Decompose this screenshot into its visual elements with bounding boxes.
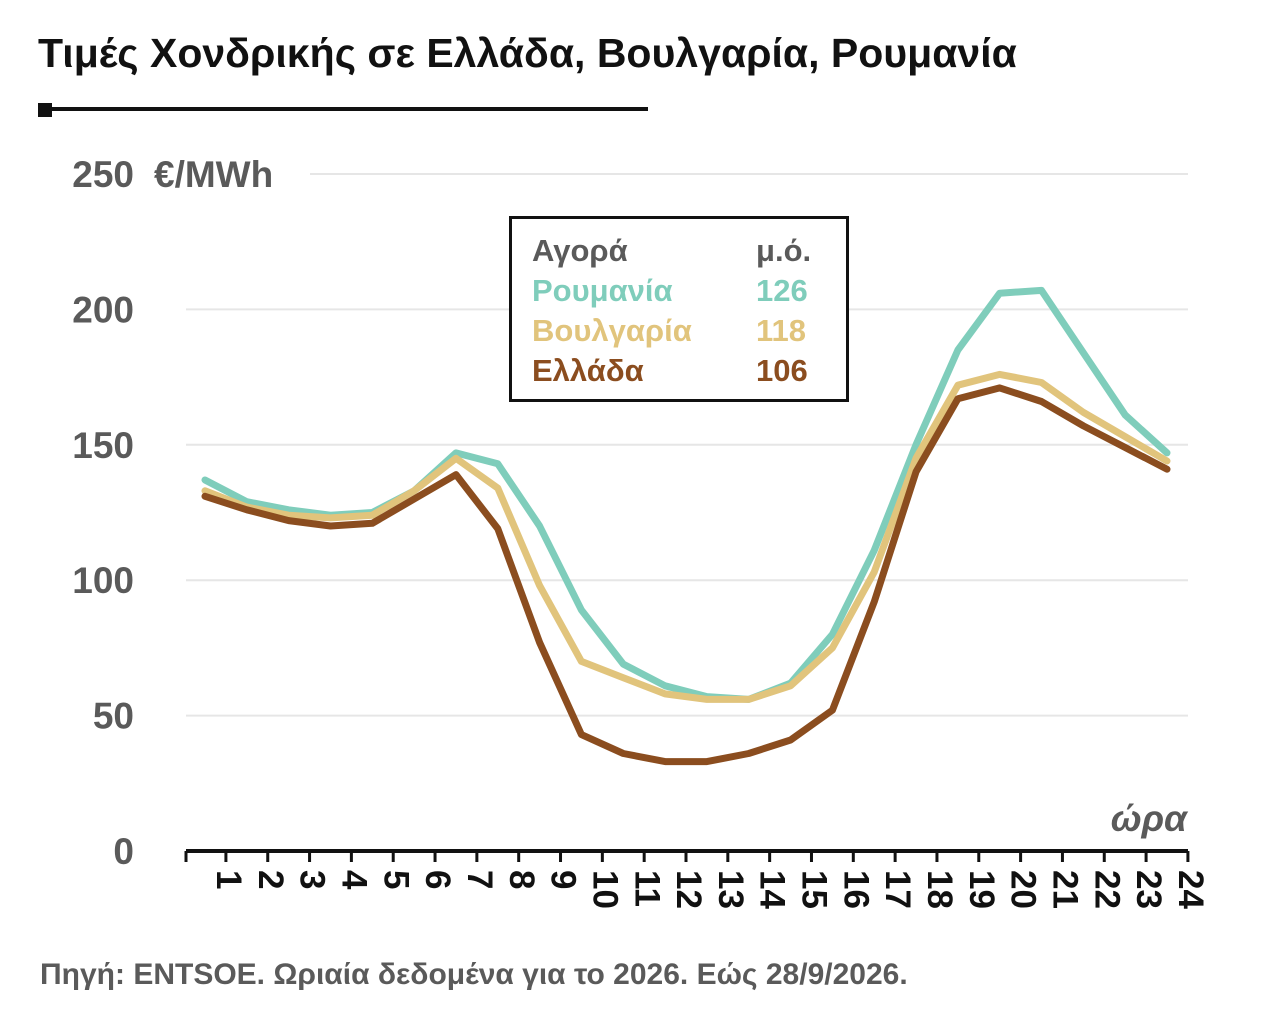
- legend-item-value: 106: [756, 353, 808, 388]
- x-tick-label: 15: [795, 870, 834, 909]
- x-tick-label: 13: [711, 870, 750, 909]
- x-tick-label: 5: [376, 870, 415, 889]
- x-tick-label: 6: [418, 870, 457, 889]
- legend-item-name: Ρουμανία: [532, 273, 673, 308]
- x-tick-label: 2: [251, 870, 290, 889]
- legend-item-bulgaria: Βουλγαρία 118: [532, 313, 832, 353]
- title-underline-cap: [38, 103, 52, 117]
- x-tick-label: 20: [1004, 870, 1043, 909]
- title-underline: [38, 107, 648, 111]
- x-tick-label: 17: [878, 870, 917, 909]
- x-tick-label: 22: [1087, 870, 1126, 909]
- x-tick-label: 14: [753, 870, 792, 909]
- x-tick-label: 1: [209, 870, 248, 889]
- legend-item-value: 126: [756, 273, 808, 308]
- chart-title: Τιμές Χονδρικής σε Ελλάδα, Βουλγαρία, Ρο…: [38, 30, 1017, 76]
- y-tick-labels: 0 50 100 150 200 250: [72, 154, 134, 872]
- series-line: [201, 384, 1171, 766]
- source-note: Πηγή: ENTSOE. Ωριαία δεδομένα για το 202…: [40, 958, 908, 991]
- x-tick-label: 9: [544, 870, 583, 889]
- series-line: [201, 370, 1171, 703]
- y-tick-label: 250: [72, 154, 134, 195]
- x-tick-label: 4: [334, 870, 373, 890]
- legend-item-romania: Ρουμανία 126: [532, 273, 832, 313]
- series-lines: [201, 286, 1171, 766]
- x-tick-label: 23: [1129, 870, 1168, 909]
- y-tick-label: 0: [113, 831, 134, 872]
- x-tick-label: 21: [1046, 870, 1085, 909]
- x-tick-label: 12: [669, 870, 708, 909]
- legend-item-name: Βουλγαρία: [532, 313, 692, 348]
- x-tick-label: 16: [836, 870, 875, 909]
- y-tick-label: 100: [72, 560, 134, 601]
- y-tick-label: 50: [93, 696, 134, 737]
- legend: Αγορά μ.ό. Ρουμανία 126 Βουλγαρία 118 Ελ…: [509, 216, 849, 402]
- x-tick-label: 8: [502, 870, 541, 889]
- x-tick-label: 11: [627, 870, 666, 907]
- legend-item-greece: Ελλάδα 106: [532, 353, 832, 393]
- x-tick-label: 3: [293, 870, 332, 889]
- x-tick-label: 7: [460, 870, 499, 889]
- y-tick-label: 200: [72, 289, 134, 330]
- legend-header-value: μ.ό.: [756, 233, 812, 268]
- legend-header-name: Αγορά: [532, 233, 628, 268]
- legend-header: Αγορά μ.ό.: [532, 233, 832, 273]
- x-tick-label: 18: [920, 870, 959, 909]
- x-tick-labels: 1 2 3 4 5 6 7 8 9 10 11 12 13 14 15 16 17 18 19 20 21 22 23 24: [209, 870, 1210, 909]
- x-tick-label: 10: [585, 870, 624, 909]
- y-axis-label: €/MWh: [154, 154, 273, 195]
- x-tick-marks: [184, 851, 1190, 862]
- y-tick-label: 150: [72, 425, 134, 466]
- x-tick-label: 19: [962, 870, 1001, 909]
- x-axis-label: ώρα: [1111, 798, 1189, 839]
- legend-item-value: 118: [756, 313, 807, 348]
- legend-item-name: Ελλάδα: [532, 353, 644, 388]
- x-tick-label: 24: [1171, 870, 1210, 909]
